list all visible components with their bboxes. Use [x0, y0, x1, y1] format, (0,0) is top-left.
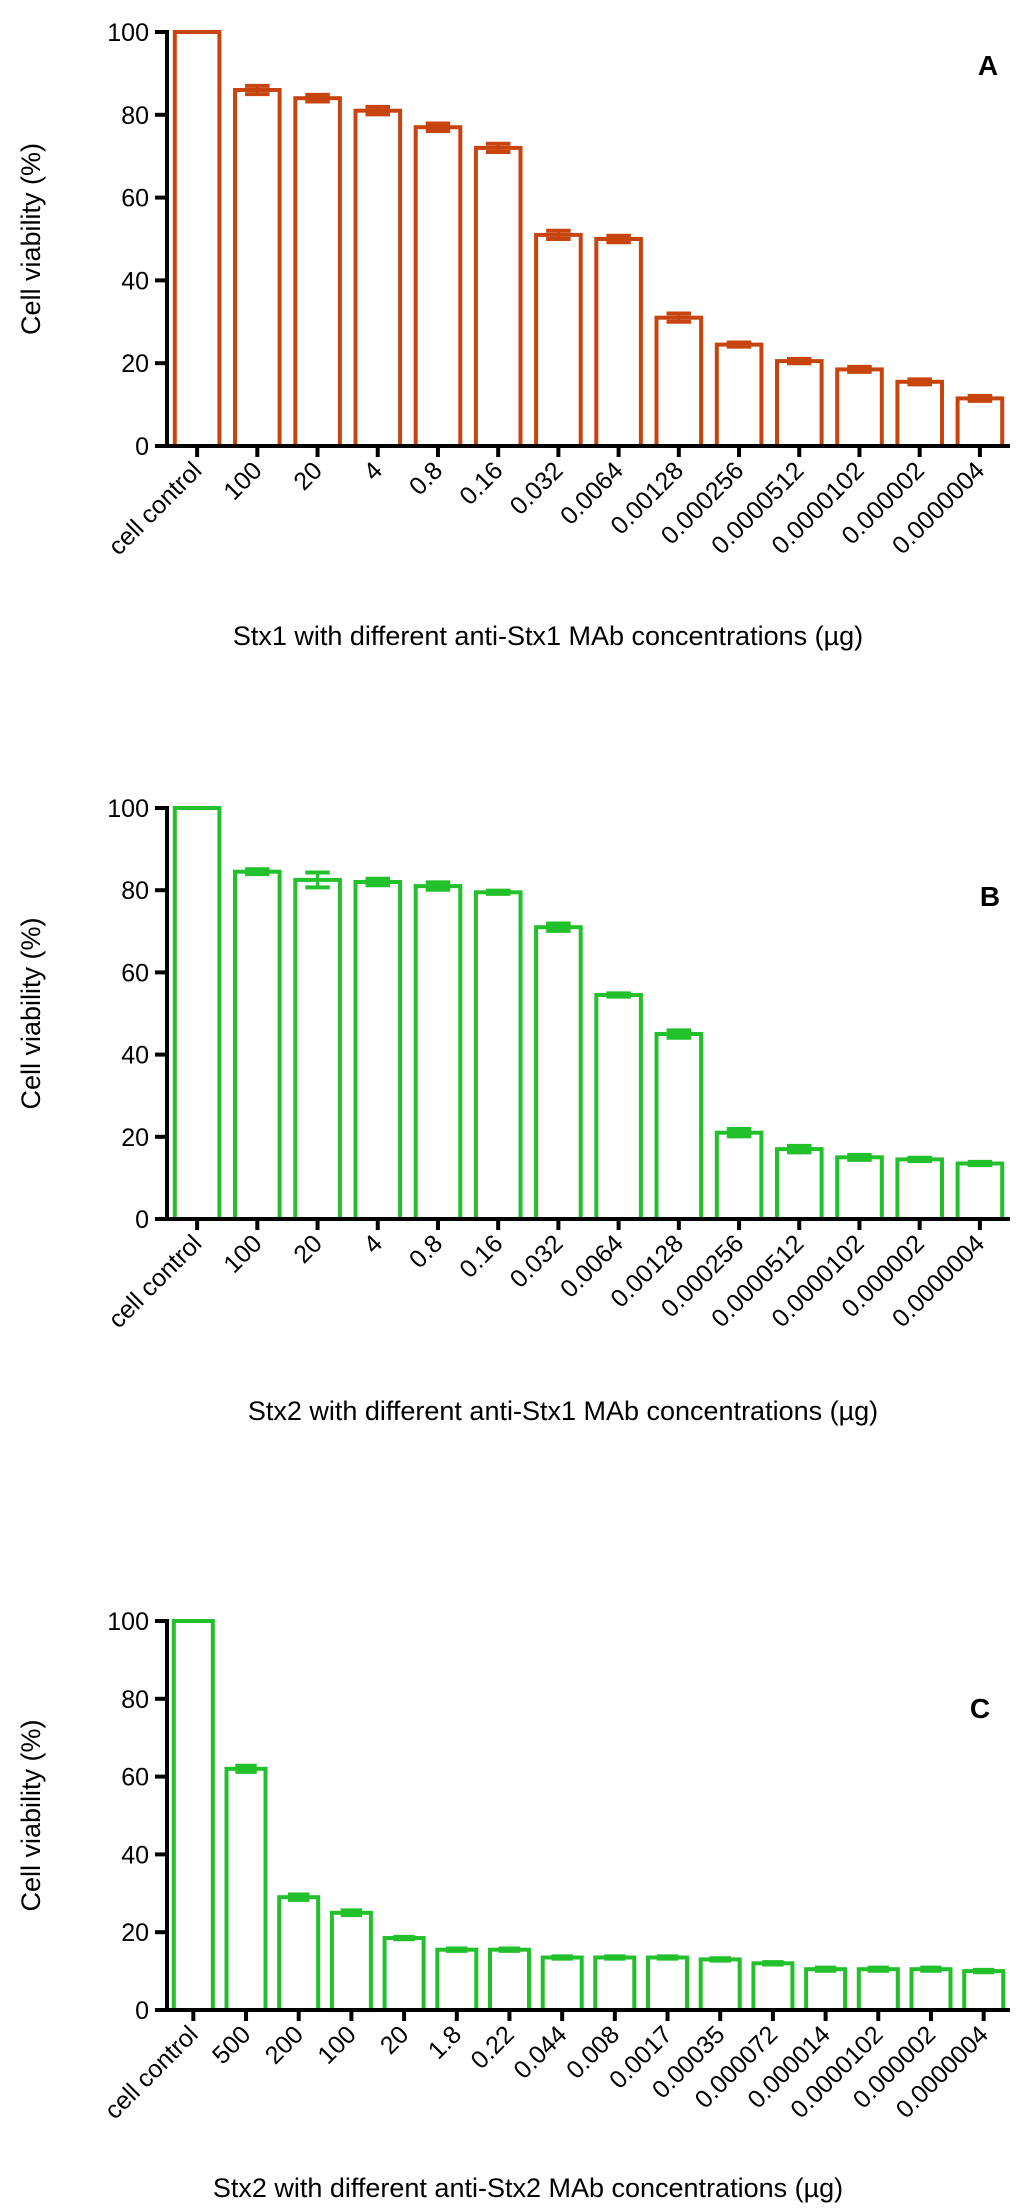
y-tick-label: 0	[135, 1997, 149, 2025]
y-tick-label: 20	[121, 1919, 149, 1947]
y-tick-label: 80	[121, 1686, 149, 1714]
x-tick-label: 100	[218, 1229, 267, 1278]
bar	[646, 1955, 689, 2012]
bar	[224, 1766, 268, 2013]
bar	[714, 342, 764, 449]
x-tick-label: 20	[288, 456, 327, 495]
x-tick-label: cell control	[103, 1229, 207, 1333]
bar	[804, 1967, 848, 2012]
panel-label: C	[970, 1693, 990, 1724]
bar	[172, 30, 222, 448]
y-tick-label: 40	[121, 1042, 149, 1070]
x-tick-label: 0.16	[454, 1229, 508, 1283]
bar	[654, 1032, 704, 1221]
x-tick-label: 4	[358, 1229, 388, 1259]
panel-label: A	[978, 50, 998, 81]
bar	[473, 145, 523, 448]
bar	[382, 1936, 426, 2012]
bar	[534, 925, 583, 1221]
bar	[835, 367, 884, 448]
bar	[413, 125, 463, 448]
bar	[775, 359, 824, 449]
x-tick-label: cell control	[103, 456, 207, 560]
x-tick-label: 20	[375, 2020, 414, 2059]
bar	[293, 96, 342, 448]
bar	[293, 877, 342, 1222]
bar	[895, 1157, 945, 1222]
x-tick-label: 500	[207, 2020, 256, 2069]
y-tick-label: 80	[121, 877, 149, 905]
y-tick-label: 0	[135, 433, 149, 461]
bar	[835, 1155, 884, 1222]
bar	[698, 1957, 742, 2013]
y-tick-label: 60	[121, 1764, 149, 1792]
y-tick-label: 100	[107, 1608, 149, 1636]
bar	[233, 88, 282, 448]
y-tick-label: 100	[107, 19, 149, 47]
bar	[895, 379, 945, 448]
bar	[775, 1147, 824, 1221]
bar	[909, 1967, 953, 2012]
x-tick-label: 200	[260, 2020, 309, 2069]
x-tick-label: cell control	[99, 2020, 203, 2124]
y-axis-title: Cell viability (%)	[16, 1719, 46, 1911]
bar	[534, 232, 583, 448]
y-tick-label: 60	[121, 185, 149, 213]
x-tick-label: 0.16	[454, 456, 508, 510]
bar	[751, 1961, 795, 2013]
bar	[277, 1895, 321, 2012]
bar	[594, 993, 643, 1221]
y-axis-title: Cell viability (%)	[16, 917, 46, 1109]
bar	[654, 315, 704, 449]
y-tick-label: 60	[121, 959, 149, 987]
bar	[172, 806, 222, 1221]
bar	[955, 396, 1005, 448]
y-tick-label: 40	[121, 1841, 149, 1869]
x-axis-title: Stx2 with different anti-Stx2 MAb concen…	[213, 2173, 843, 2203]
bar	[856, 1967, 900, 2012]
x-axis-title: Stx2 with different anti-Stx1 MAb concen…	[248, 1396, 878, 1426]
bar	[233, 869, 282, 1221]
bar	[329, 1910, 373, 2013]
bar	[435, 1947, 479, 2012]
x-tick-label: 4	[358, 456, 388, 486]
x-tick-label: 0.8	[404, 456, 448, 500]
bar	[488, 1947, 531, 2012]
bar	[594, 237, 643, 448]
bar	[353, 108, 403, 448]
panel-label: B	[980, 881, 1000, 912]
y-tick-label: 20	[121, 350, 149, 378]
x-tick-label: 100	[312, 2020, 361, 2069]
bar	[413, 884, 463, 1221]
bar	[171, 1619, 215, 2012]
y-tick-label: 80	[121, 102, 149, 130]
y-tick-label: 0	[135, 1206, 149, 1234]
x-tick-label: 20	[288, 1229, 327, 1268]
bar	[962, 1969, 1006, 2012]
y-tick-label: 40	[121, 267, 149, 295]
x-tick-label: 0.044	[508, 2020, 572, 2084]
bar	[473, 890, 523, 1221]
bar	[714, 1130, 764, 1221]
y-axis-title: Cell viability (%)	[16, 143, 46, 335]
bar	[955, 1161, 1005, 1221]
x-tick-label: 0.8	[404, 1229, 448, 1273]
y-tick-label: 20	[121, 1124, 149, 1152]
bar	[540, 1955, 584, 2012]
bar	[353, 880, 403, 1221]
bar	[593, 1955, 637, 2012]
y-tick-label: 100	[107, 795, 149, 823]
x-tick-label: 1.8	[423, 2020, 467, 2064]
x-tick-label: 100	[218, 456, 267, 505]
x-axis-title: Stx1 with different anti-Stx1 MAb concen…	[233, 621, 863, 651]
